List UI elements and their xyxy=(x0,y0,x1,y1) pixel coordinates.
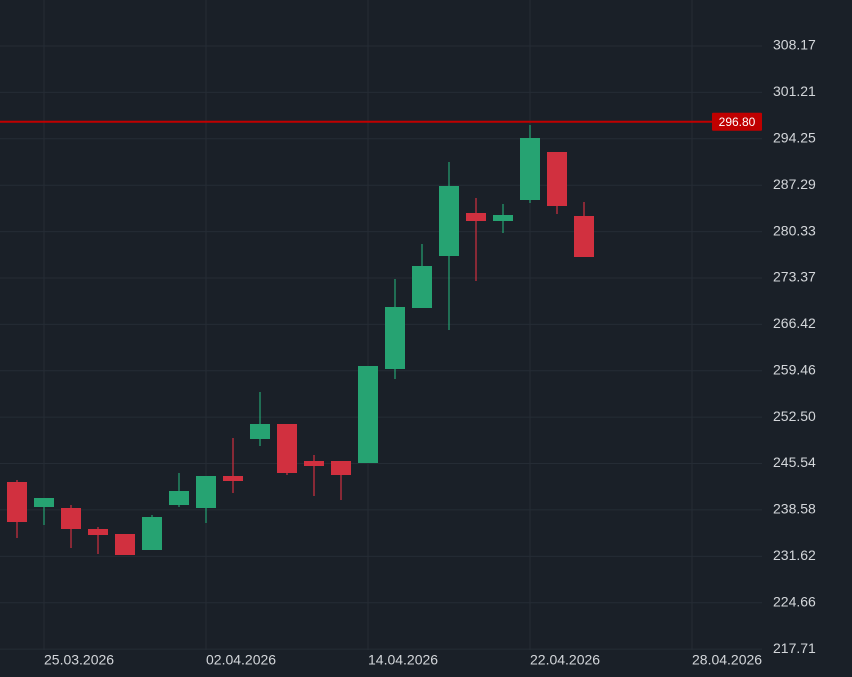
candle-body xyxy=(88,529,108,535)
candle-body xyxy=(385,307,405,369)
y-tick-label: 280.33 xyxy=(773,222,816,238)
candle-body xyxy=(466,213,486,221)
candle-body xyxy=(34,498,54,507)
y-tick-label: 238.58 xyxy=(773,501,816,517)
candle-body xyxy=(331,461,351,475)
y-tick-label: 287.29 xyxy=(773,176,816,192)
x-tick-label: 28.04.2026 xyxy=(692,652,762,668)
candle-body xyxy=(61,508,81,529)
y-tick-label: 308.17 xyxy=(773,37,816,53)
candle-body xyxy=(196,476,216,508)
candle-body xyxy=(304,461,324,466)
candle-body xyxy=(7,482,27,522)
candle-body xyxy=(115,534,135,555)
candle-body xyxy=(547,152,567,206)
y-tick-label: 266.42 xyxy=(773,315,816,331)
x-tick-label: 14.04.2026 xyxy=(368,652,438,668)
y-tick-label: 217.71 xyxy=(773,640,816,656)
y-tick-label: 252.50 xyxy=(773,408,816,424)
candle-body xyxy=(412,266,432,308)
x-tick-label: 25.03.2026 xyxy=(44,652,114,668)
x-tick-label: 02.04.2026 xyxy=(206,652,276,668)
price-label: 296.80 xyxy=(719,115,756,129)
price-label-box xyxy=(712,112,762,131)
y-tick-label: 259.46 xyxy=(773,361,816,377)
y-tick-label: 301.21 xyxy=(773,83,816,99)
candle-body xyxy=(520,138,540,200)
x-tick-label: 22.04.2026 xyxy=(530,652,600,668)
candle-body xyxy=(142,517,162,550)
candle-body xyxy=(493,215,513,221)
y-tick-label: 294.25 xyxy=(773,130,816,146)
candle-body xyxy=(358,366,378,463)
candle-body xyxy=(277,424,297,473)
candle-body xyxy=(169,491,189,505)
y-tick-label: 245.54 xyxy=(773,454,816,470)
y-tick-label: 231.62 xyxy=(773,547,816,563)
candle-body xyxy=(250,424,270,439)
y-tick-label: 224.66 xyxy=(773,593,816,609)
y-tick-label: 273.37 xyxy=(773,269,816,285)
candle-body xyxy=(439,186,459,256)
candle-body xyxy=(223,476,243,481)
candle-body xyxy=(574,216,594,257)
